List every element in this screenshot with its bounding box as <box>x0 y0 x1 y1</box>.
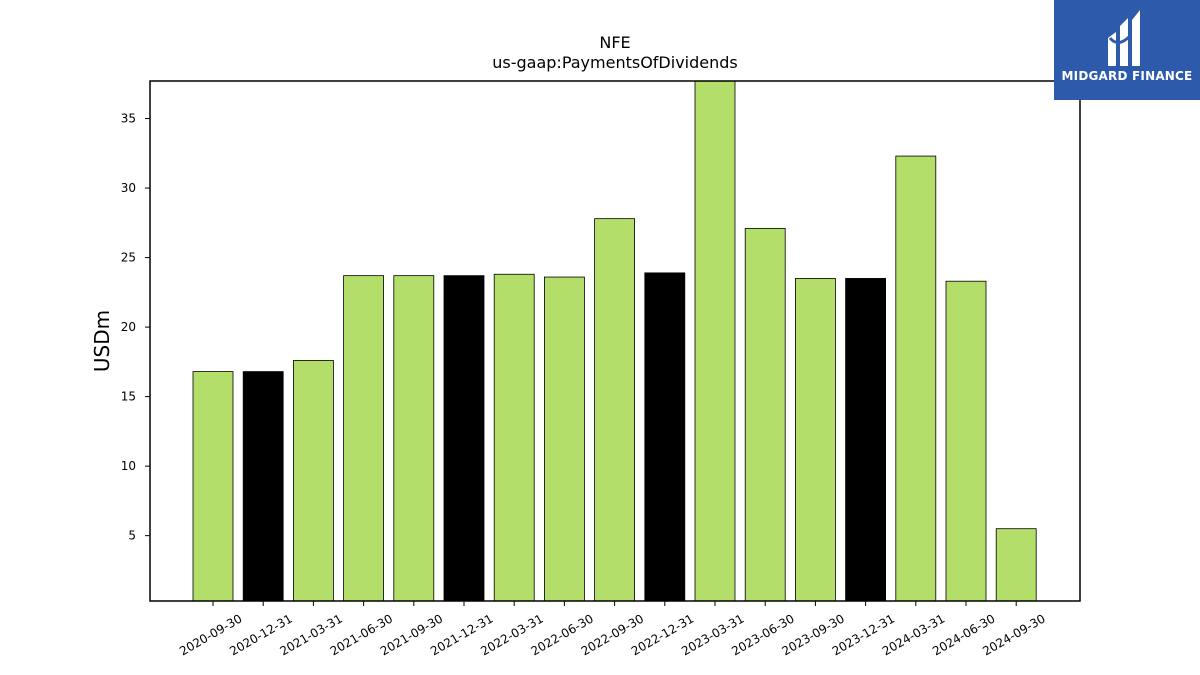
y-tick-label: 35 <box>121 112 136 126</box>
y-tick-label: 20 <box>121 320 136 334</box>
bar-2022-09-30 <box>594 218 635 602</box>
bar-2020-09-30 <box>192 371 234 602</box>
brand-logo-text: MIDGARD FINANCE <box>1061 69 1193 83</box>
bar-2022-06-30 <box>544 276 585 602</box>
x-ticks-group: 2020-09-302020-12-312021-03-312021-06-30… <box>177 601 1048 658</box>
bars-group <box>192 80 1037 602</box>
y-tick-label: 30 <box>121 181 136 195</box>
bar-2022-03-31 <box>493 273 535 602</box>
bar-2021-06-30 <box>343 275 385 602</box>
y-tick-label: 25 <box>121 251 136 265</box>
bar-2023-12-31 <box>845 278 886 602</box>
bar-2024-06-30 <box>945 280 987 602</box>
bar-2024-03-31 <box>895 155 937 602</box>
bar-2021-03-31 <box>292 360 334 602</box>
bar-2023-03-31 <box>694 80 736 602</box>
bar-2023-06-30 <box>744 227 786 602</box>
brand-logo: MIDGARD FINANCE <box>1054 0 1200 100</box>
bar-2020-12-31 <box>242 371 284 602</box>
y-ticks-group: 5 10 15 20 25 30 35 <box>121 112 150 543</box>
chart-subtitle: us-gaap:PaymentsOfDividends <box>492 53 737 72</box>
plot-frame <box>149 80 1081 602</box>
y-tick-label: 10 <box>121 459 136 473</box>
y-axis-label: USDm <box>90 310 114 372</box>
y-tick-label: 5 <box>128 529 136 543</box>
y-tick-label: 15 <box>121 390 136 404</box>
bar-2021-09-30 <box>393 275 435 602</box>
bar-2023-09-30 <box>795 278 836 602</box>
brand-logo-mark-icon <box>1108 10 1140 66</box>
chart-title: NFE <box>599 33 630 52</box>
bar-2024-09-30 <box>995 528 1037 602</box>
bar-2022-12-31 <box>644 272 686 602</box>
bar-2021-12-31 <box>443 275 485 602</box>
